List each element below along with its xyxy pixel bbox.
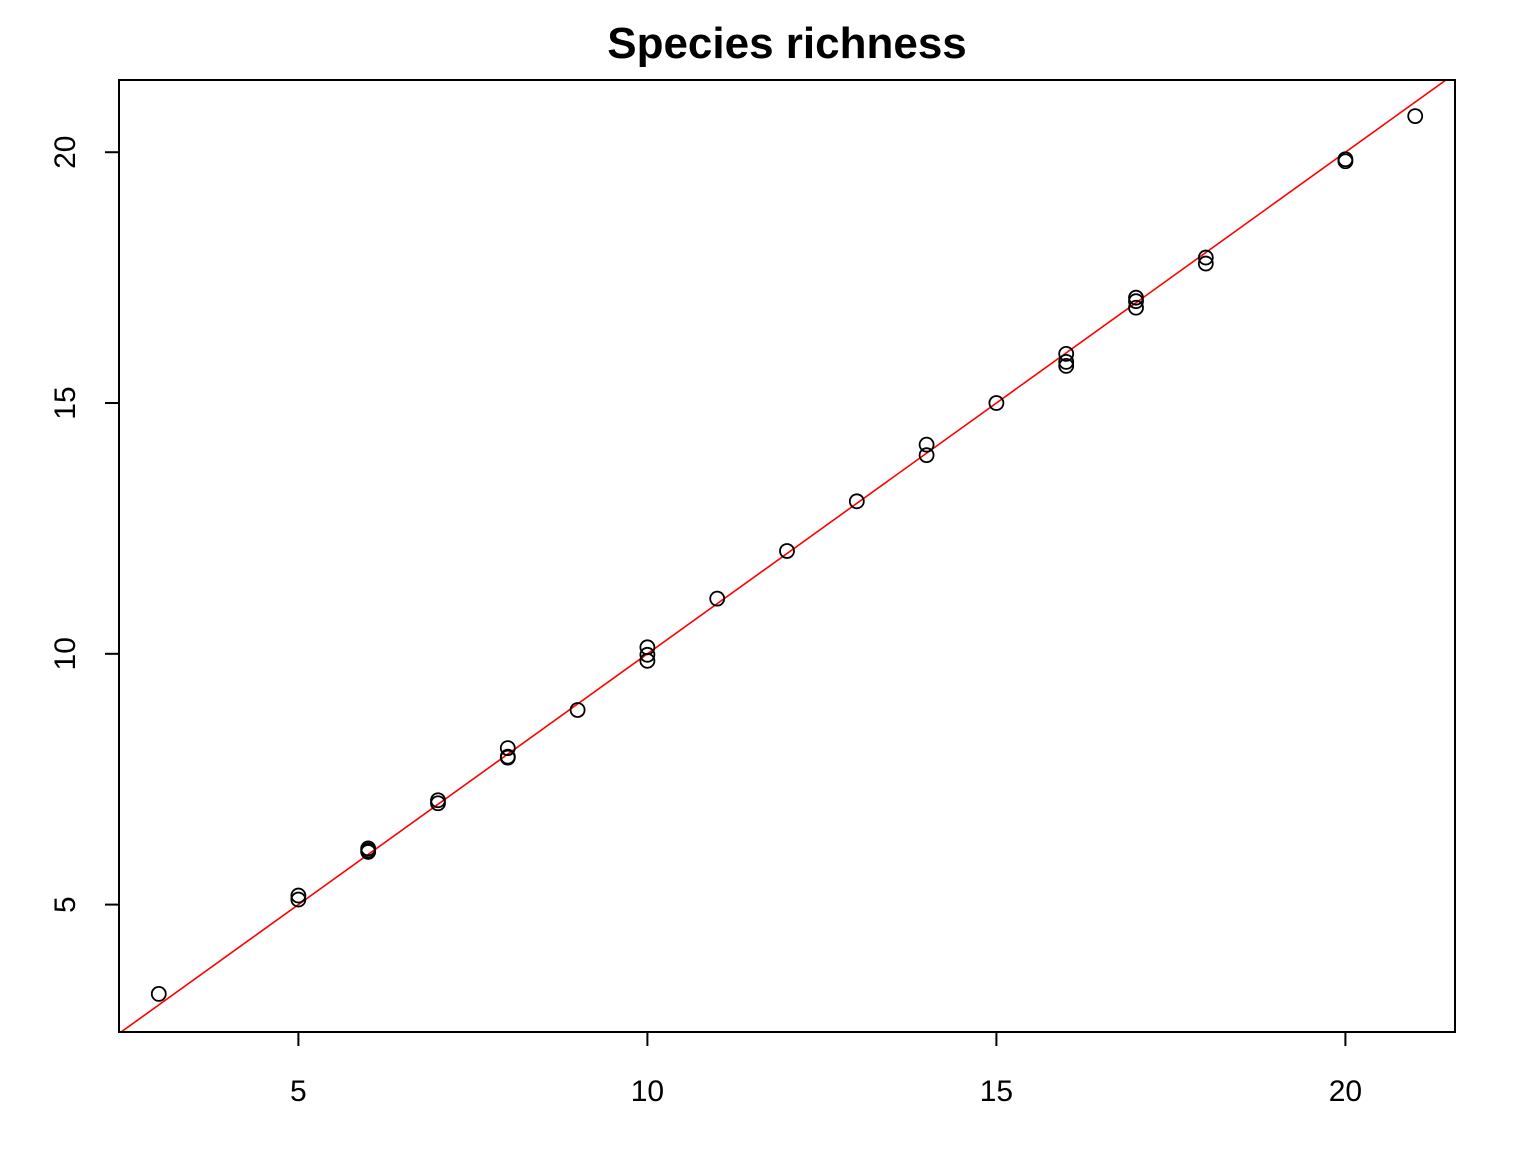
data-point [430, 795, 446, 812]
data-point [639, 646, 656, 663]
data-point [918, 436, 935, 453]
x-tick-label: 15 [980, 1075, 1013, 1108]
data-point [1407, 108, 1424, 125]
data-point [150, 985, 167, 1002]
x-tick-label: 20 [1329, 1075, 1362, 1108]
data-point [1197, 249, 1214, 266]
y-tick-label: 20 [49, 136, 82, 169]
x-tick-label: 10 [631, 1075, 664, 1108]
data-point [1128, 299, 1144, 316]
data-point [639, 652, 656, 669]
data-point [1197, 255, 1214, 272]
x-tick-label: 5 [290, 1075, 307, 1108]
data-point [499, 749, 516, 766]
data-point [988, 395, 1005, 411]
y-tick-label: 5 [49, 896, 82, 913]
data-point [1128, 293, 1144, 310]
data-point [918, 447, 935, 464]
data-point [1058, 353, 1075, 370]
y-tick-label: 10 [49, 637, 82, 670]
data-point [290, 887, 307, 904]
reference-line [119, 80, 1448, 1032]
data-point [360, 844, 377, 860]
data-point [709, 590, 726, 607]
x-axis: 5 10 15 20 [290, 1031, 1362, 1108]
data-point [569, 702, 586, 718]
points-layer [150, 108, 1424, 1002]
data-point [1058, 345, 1075, 362]
data-point [290, 891, 307, 908]
data-point [499, 740, 516, 757]
chart-title: Species richness [607, 19, 967, 68]
y-axis: 5 10 15 20 [49, 136, 120, 913]
data-point [848, 493, 865, 510]
data-point [779, 543, 795, 559]
data-point [1337, 153, 1354, 170]
data-point [1058, 358, 1075, 374]
reference-line-layer [119, 80, 1448, 1032]
y-tick-label: 15 [49, 386, 82, 419]
